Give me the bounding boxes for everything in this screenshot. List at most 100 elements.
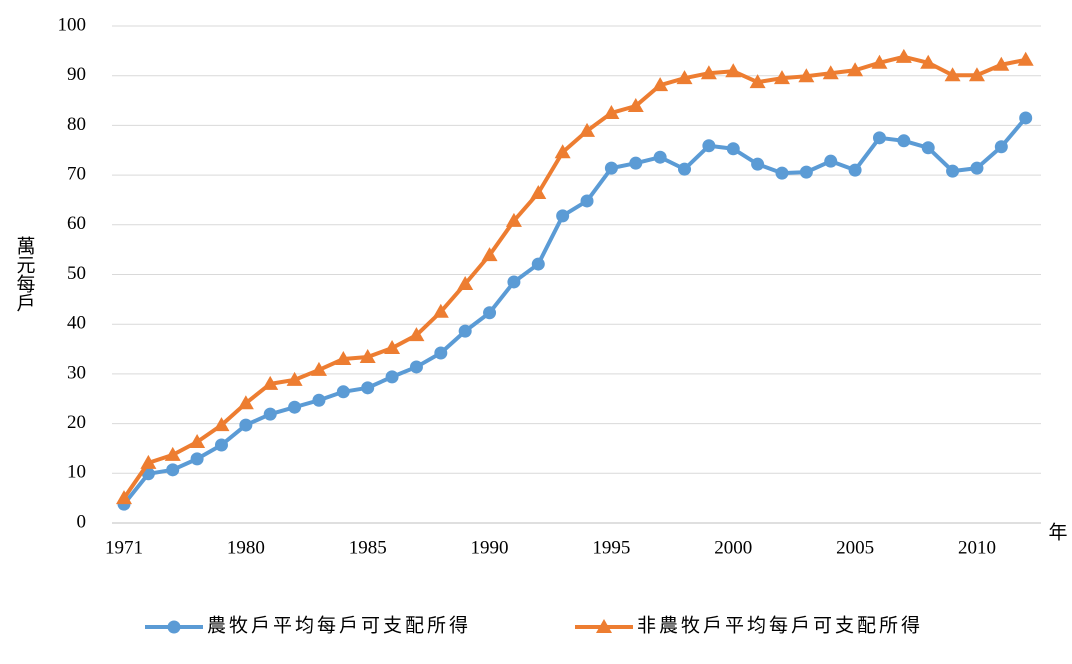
y-axis-title: 萬元每戶 — [14, 236, 36, 312]
marker — [871, 54, 888, 69]
legend-label: 農牧戶平均每戶可支配所得 — [207, 614, 471, 636]
marker — [483, 306, 497, 320]
y-tick-label: 30 — [67, 362, 86, 383]
marker — [457, 275, 474, 290]
marker — [603, 104, 620, 119]
marker — [773, 70, 790, 85]
marker — [895, 48, 912, 63]
marker — [798, 68, 815, 83]
marker — [848, 163, 862, 177]
marker — [556, 209, 570, 223]
marker — [385, 370, 399, 384]
marker — [702, 139, 716, 153]
marker — [505, 212, 522, 227]
x-tick-label: 1995 — [592, 537, 630, 558]
y-tick-label: 100 — [58, 14, 87, 35]
y-tick-label: 90 — [67, 64, 86, 85]
marker — [167, 620, 181, 634]
marker — [530, 184, 547, 199]
y-tick-label: 10 — [67, 462, 86, 483]
marker — [286, 371, 303, 386]
marker — [288, 400, 302, 414]
x-tick-label: 1980 — [227, 537, 265, 558]
marker — [531, 257, 545, 271]
marker — [166, 463, 180, 477]
marker — [237, 395, 254, 410]
marker — [824, 154, 838, 168]
marker — [653, 150, 667, 164]
marker — [944, 67, 961, 82]
marker — [596, 619, 612, 633]
marker — [580, 194, 594, 208]
marker — [775, 166, 789, 180]
marker — [994, 140, 1008, 154]
x-tick-label: 2000 — [714, 537, 752, 558]
marker — [1019, 111, 1033, 125]
marker — [751, 157, 765, 171]
series-line — [122, 116, 1028, 506]
marker — [799, 165, 813, 179]
marker — [434, 346, 448, 360]
marker — [263, 407, 277, 421]
marker — [676, 70, 693, 85]
marker — [116, 490, 132, 505]
y-tick-label: 40 — [67, 313, 86, 334]
marker — [262, 375, 279, 390]
marker — [847, 62, 864, 77]
y-tick-label: 20 — [67, 412, 86, 433]
marker — [189, 433, 206, 448]
y-tick-label: 0 — [77, 511, 87, 532]
marker — [629, 156, 643, 170]
marker — [432, 303, 449, 318]
marker — [678, 162, 692, 176]
marker — [604, 161, 618, 175]
marker — [993, 56, 1010, 71]
marker — [361, 381, 375, 395]
marker — [239, 418, 253, 432]
marker — [213, 417, 230, 432]
marker — [507, 275, 521, 289]
x-tick-label: 2005 — [836, 537, 874, 558]
marker — [409, 360, 423, 374]
marker — [384, 340, 401, 355]
marker — [481, 247, 498, 262]
x-tick-label: 1990 — [471, 537, 509, 558]
marker — [968, 67, 985, 82]
marker — [359, 349, 376, 364]
marker — [920, 54, 937, 69]
marker — [652, 77, 669, 92]
marker — [726, 142, 740, 156]
x-tick-label: 2010 — [958, 537, 996, 558]
marker — [554, 144, 571, 159]
y-tick-label: 60 — [67, 213, 86, 234]
marker — [725, 63, 742, 78]
y-tick-label: 70 — [67, 163, 86, 184]
marker — [872, 131, 886, 145]
y-tick-label: 50 — [67, 263, 86, 284]
marker — [140, 454, 157, 469]
marker — [458, 324, 472, 338]
marker — [190, 452, 204, 466]
marker — [921, 141, 935, 155]
marker — [310, 361, 327, 376]
marker — [897, 134, 911, 148]
marker — [946, 164, 960, 178]
marker — [214, 438, 228, 452]
x-axis-title: 年 — [1048, 521, 1067, 543]
marker — [164, 446, 181, 461]
legend-label: 非農牧戶平均每戶可支配所得 — [637, 614, 923, 636]
marker — [579, 122, 596, 137]
marker — [335, 350, 352, 365]
marker — [408, 327, 425, 342]
x-tick-label: 1971 — [105, 537, 143, 558]
y-tick-label: 80 — [67, 114, 86, 135]
marker — [336, 385, 350, 399]
marker — [1017, 51, 1034, 66]
series-line — [122, 54, 1027, 500]
x-tick-label: 1985 — [349, 537, 387, 558]
marker — [822, 65, 839, 80]
marker — [749, 74, 766, 89]
marker — [312, 393, 326, 407]
marker — [970, 161, 984, 175]
